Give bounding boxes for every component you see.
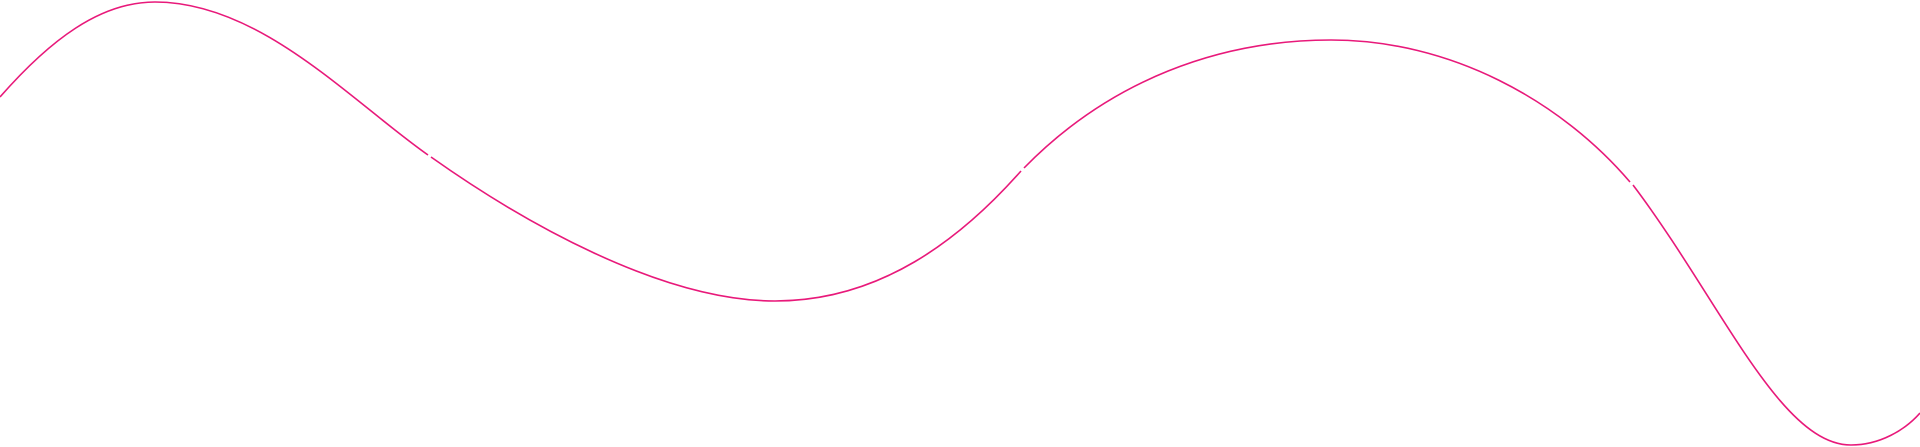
wave-segment-2 <box>430 156 1022 302</box>
wave-segment-3 <box>1023 39 1631 183</box>
wave-segment-4 <box>1632 184 1920 446</box>
wave-segment-1 <box>0 1 429 156</box>
